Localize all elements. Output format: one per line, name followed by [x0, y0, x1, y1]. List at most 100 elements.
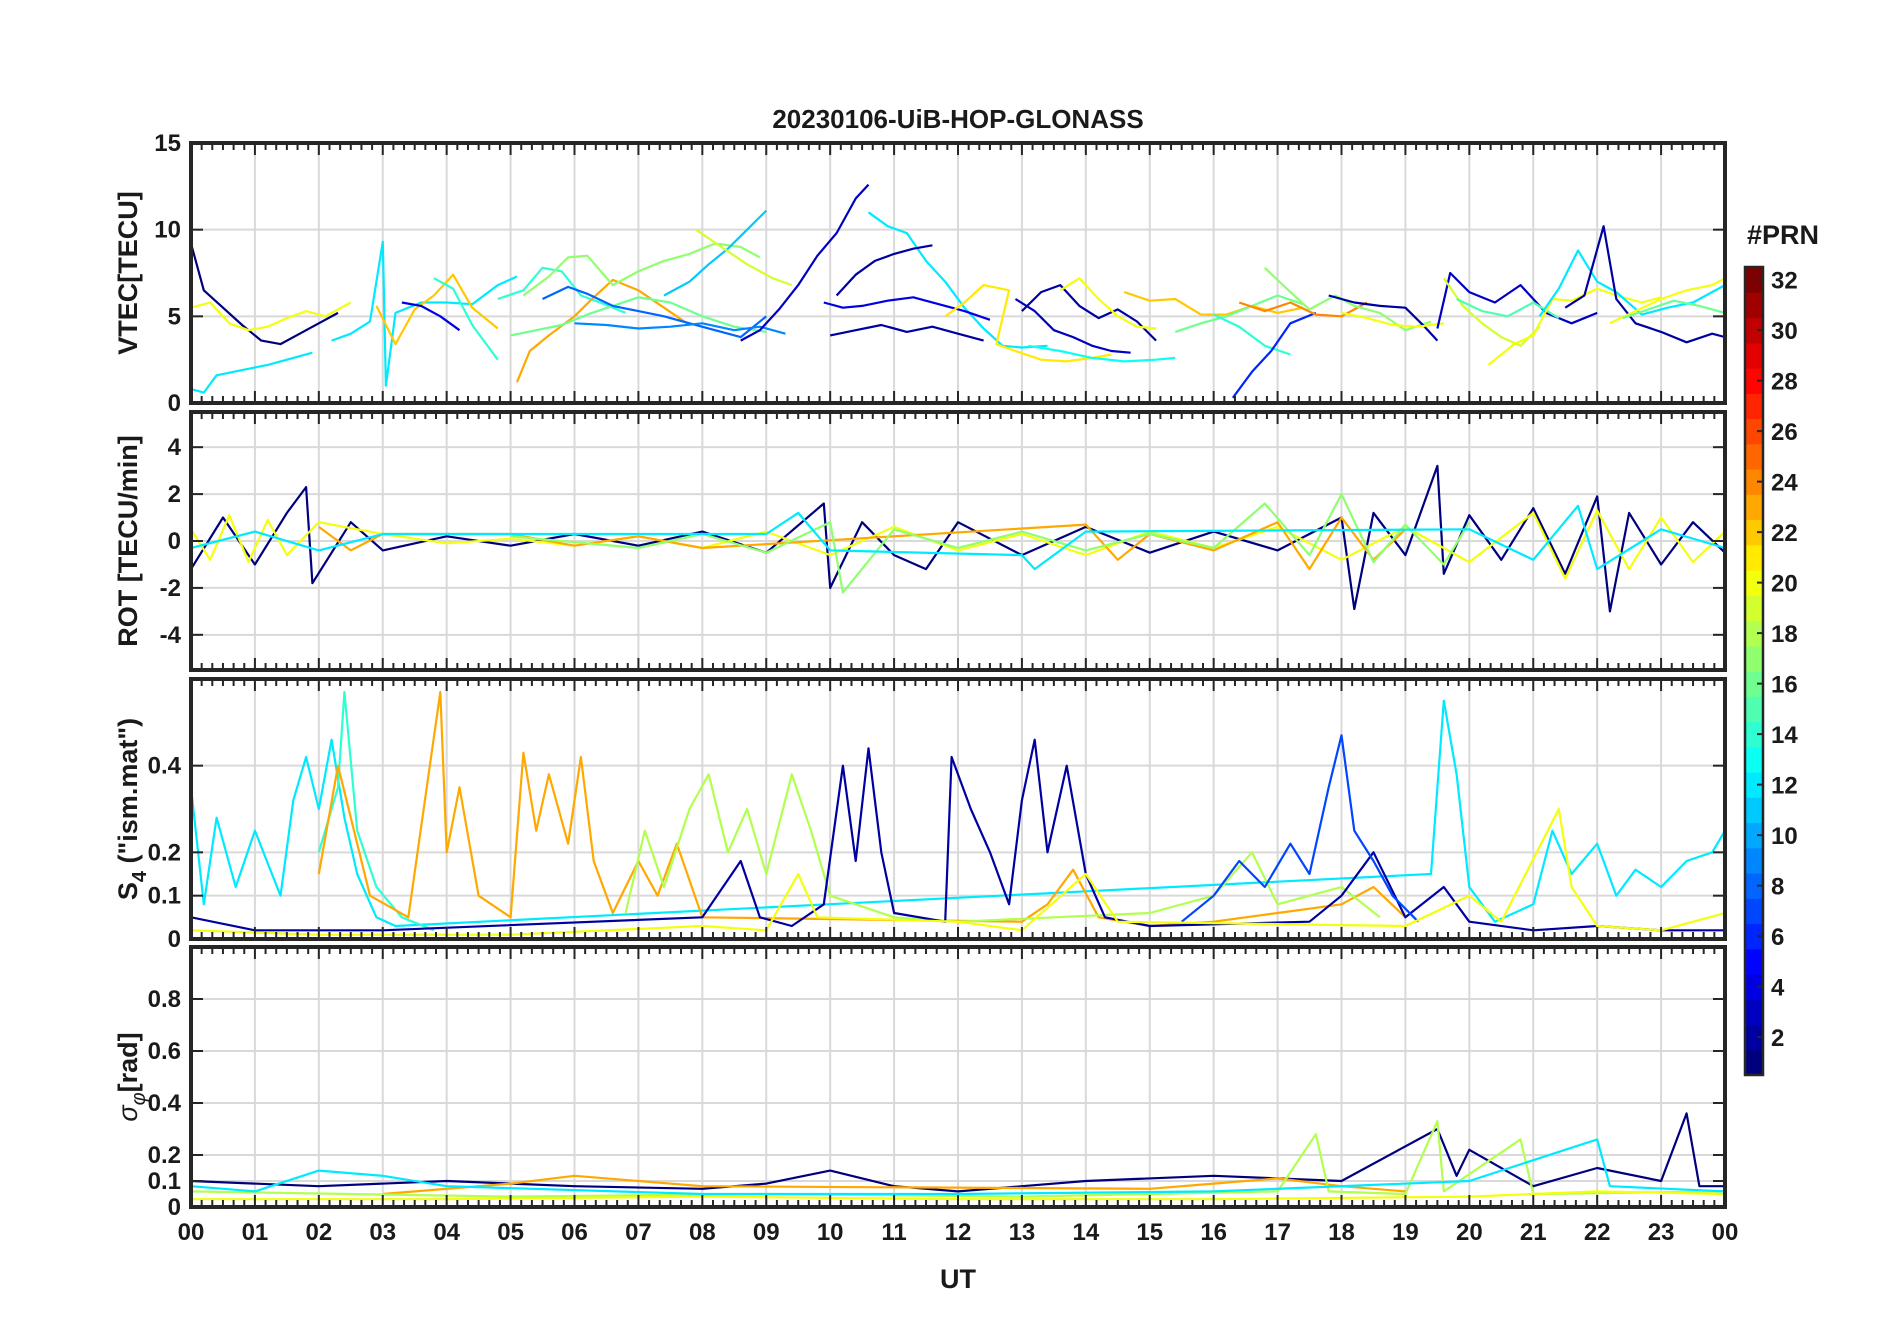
colorbar-bin: [1745, 847, 1763, 874]
colorbar-tick-label: 30: [1771, 318, 1798, 345]
y-tick-label: 0.8: [148, 986, 181, 1013]
x-tick-label: 18: [1328, 1219, 1355, 1246]
series-prn-2: [191, 738, 1725, 932]
colorbar-tick-label: 14: [1771, 722, 1798, 749]
x-tick-label: 21: [1520, 1219, 1547, 1246]
colorbar-bin: [1745, 1049, 1763, 1076]
series-prn-12: [191, 1138, 1725, 1196]
x-tick-label: 17: [1264, 1219, 1291, 1246]
colorbar-bin: [1745, 746, 1763, 773]
series-prn-8: [542, 285, 767, 339]
colorbar-bin: [1745, 721, 1763, 748]
panel-frame: [189, 945, 1727, 1209]
colorbar-bin: [1745, 645, 1763, 672]
panel-s4: 0 0.1 0.2 0.4S4 ("ism.mat"): [113, 677, 1727, 953]
series-prn-12: [1538, 249, 1725, 317]
series-group: [191, 690, 1725, 936]
x-tick-label: 01: [242, 1219, 269, 1246]
series-prn-20: [1609, 277, 1725, 325]
series-prn-21: [944, 284, 1112, 363]
colorbar-tick-label: 22: [1771, 520, 1798, 547]
colorbar-tick-label: 4: [1771, 975, 1785, 1002]
series-prn-20: [1487, 287, 1662, 366]
x-tick-label: 00: [1712, 1219, 1739, 1246]
colorbar-bin: [1745, 519, 1763, 546]
series-prn-14: [317, 690, 435, 932]
y-axis-label: S4 ("ism.mat"): [113, 718, 151, 900]
colorbar-bin: [1745, 974, 1763, 1000]
series-prn-22: [375, 273, 499, 346]
colorbar-tick-label: 6: [1771, 924, 1784, 951]
y-tick-label: 0.2: [148, 1142, 181, 1169]
colorbar-bin: [1745, 923, 1763, 950]
x-tick-label: 02: [305, 1219, 332, 1246]
series-group: [191, 183, 1725, 399]
colorbar-bin: [1745, 620, 1763, 647]
x-tick-label: 08: [689, 1219, 716, 1246]
colorbar-tick-label: 10: [1771, 823, 1798, 850]
colorbar-bin: [1745, 469, 1763, 495]
series-group: [191, 464, 1725, 613]
series-prn-17: [510, 493, 1471, 594]
x-tick-label: 12: [945, 1219, 972, 1246]
series-prn-12: [191, 351, 313, 394]
x-tick-label: 09: [753, 1219, 780, 1246]
colorbar-tick-label: 8: [1771, 874, 1784, 901]
x-tick-label: 10: [817, 1219, 844, 1246]
x-tick-label: 13: [1009, 1219, 1036, 1246]
x-tick-label: 16: [1200, 1219, 1227, 1246]
series-prn-12: [331, 240, 518, 387]
x-axis: 00 01 02 03 04 05 06 07 08 09 10 11 12 13 14 15 16 17 18 19…: [178, 1219, 1739, 1246]
y-axis-label: ROT [TECU/min]: [113, 435, 143, 646]
colorbar-tick-label: 20: [1771, 571, 1798, 598]
series-prn-1: [191, 1112, 1725, 1193]
series-prn-1: [191, 243, 339, 346]
series-prn-16: [1622, 299, 1725, 320]
x-tick-label: 03: [369, 1219, 396, 1246]
series-prn-3: [740, 183, 870, 342]
series-prn-20: [191, 807, 1725, 936]
series-prn-6: [1231, 311, 1317, 399]
y-tick-label: 0: [168, 926, 181, 953]
series-prn-20: [191, 301, 352, 332]
colorbar-bin: [1745, 797, 1763, 824]
y-axis-label: σφ[rad]: [113, 1032, 150, 1121]
colorbar-bin: [1745, 822, 1763, 849]
y-tick-label: 5: [168, 303, 181, 330]
colorbar-bin: [1745, 393, 1763, 420]
y-tick-label: 2: [168, 481, 181, 508]
colorbar-bin: [1745, 418, 1763, 445]
series-prn-12: [191, 504, 1725, 571]
x-tick-label: 11: [881, 1219, 906, 1246]
series-prn-2: [1564, 225, 1725, 344]
series-prn-19: [695, 228, 793, 287]
colorbar-tick-label: 12: [1771, 773, 1798, 800]
series-prn-11: [663, 209, 768, 297]
colorbar-tick-label: 16: [1771, 672, 1798, 699]
x-tick-label: 00: [178, 1219, 205, 1246]
y-tick-label: 0: [168, 528, 181, 555]
series-prn-12: [191, 699, 1725, 928]
panel-rot: -4 -2 0 2 4 ROT [TECU/min]: [113, 410, 1727, 672]
series-prn-2: [1021, 284, 1157, 342]
series-prn-14: [1213, 313, 1291, 356]
colorbar-label: #PRN: [1747, 220, 1819, 250]
colorbar-tick-label: 18: [1771, 621, 1798, 648]
colorbar-bin: [1745, 1024, 1763, 1051]
colorbar-bin: [1745, 494, 1763, 521]
colorbar-bin: [1745, 873, 1763, 899]
y-tick-label: 0.2: [148, 839, 181, 866]
colorbar-bin: [1745, 671, 1763, 697]
x-tick-label: 14: [1072, 1219, 1099, 1246]
colorbar-bin: [1745, 948, 1763, 975]
y-tick-label: -2: [160, 575, 181, 602]
y-tick-label: 4: [168, 434, 182, 461]
series-prn-4: [401, 301, 461, 332]
y-tick-label: 0.4: [148, 753, 182, 780]
panel-sigma-phi: 00.10.2 0.4 0.6 0.8 σφ[rad]: [113, 945, 1727, 1221]
series-prn-15: [1456, 298, 1560, 320]
colorbar-bin: [1745, 570, 1763, 596]
panel-frame: [189, 410, 1727, 672]
